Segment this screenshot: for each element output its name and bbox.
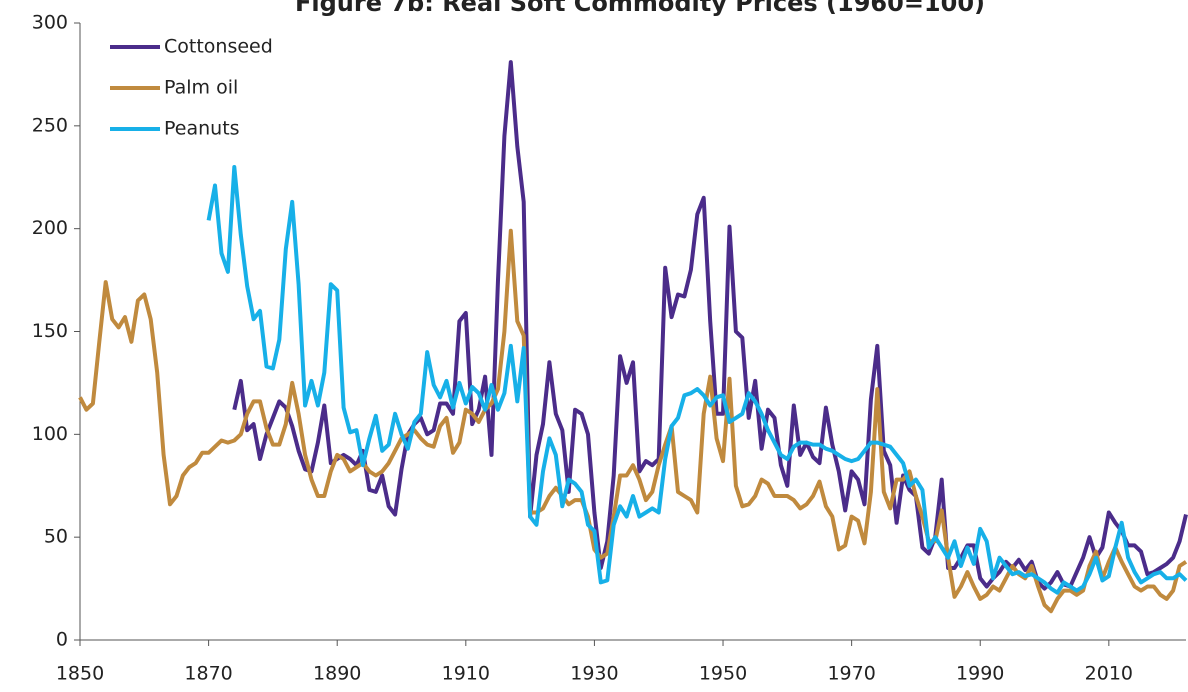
x-tick-label: 1970	[827, 663, 875, 685]
series-line	[78, 228, 1188, 614]
x-tick-label: 1850	[56, 663, 104, 685]
series-line	[206, 165, 1188, 595]
x-tick-label: 1950	[699, 663, 747, 685]
x-tick-label: 1910	[442, 663, 490, 685]
y-tick-label: 150	[32, 320, 68, 342]
x-tick-label: 1990	[956, 663, 1004, 685]
y-tick-label: 200	[32, 217, 68, 239]
x-tick-label: 1870	[184, 663, 232, 685]
x-tick-label: 1890	[313, 663, 361, 685]
x-tick-label: 1930	[570, 663, 618, 685]
y-tick-label: 250	[32, 114, 68, 136]
chart-title: Figure 7b: Real Soft Commodity Prices (1…	[295, 0, 985, 17]
x-tick-label: 2010	[1085, 663, 1133, 685]
legend-label: Peanuts	[164, 118, 240, 140]
series-line	[232, 60, 1188, 591]
y-tick-label: 300	[32, 12, 68, 34]
y-tick-label: 100	[32, 423, 68, 445]
y-tick-label: 50	[44, 526, 68, 548]
y-tick-label: 0	[56, 629, 68, 651]
legend-label: Cottonseed	[164, 36, 273, 58]
legend-label: Palm oil	[164, 77, 238, 99]
